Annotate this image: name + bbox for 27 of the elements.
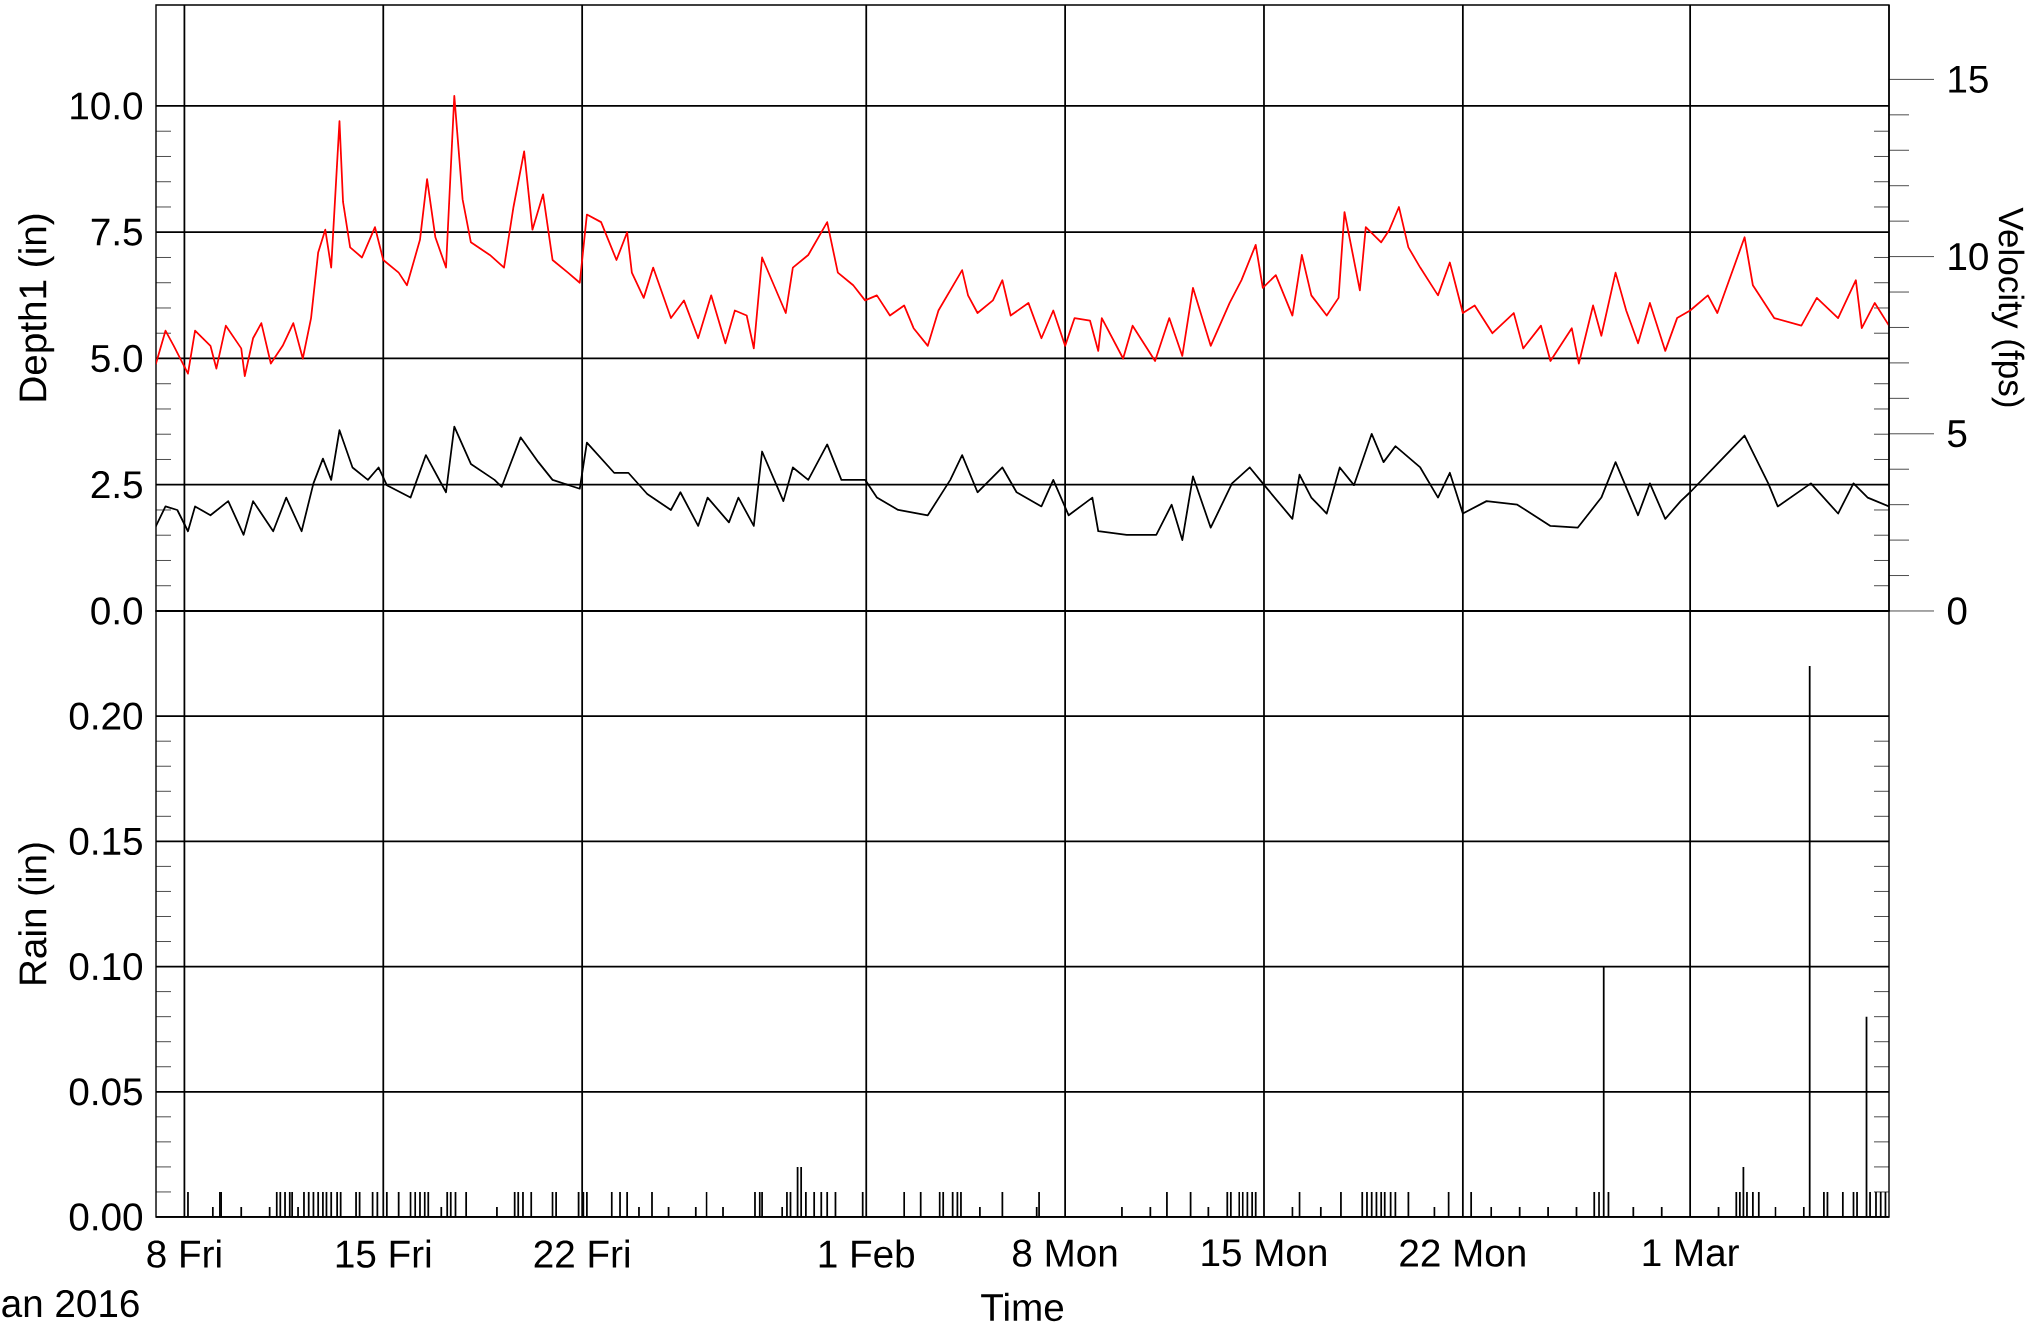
y2-tick-label: 15 — [1949, 65, 1988, 93]
y-tick-label: 2.5 — [91, 471, 142, 499]
y-tick-label: 0.15 — [69, 827, 142, 856]
y-tick-label: 0.0 — [91, 597, 143, 625]
x-tick-label: 15 Mon — [1202, 1239, 1326, 1267]
x-tick-label: 1 Feb — [819, 1239, 914, 1268]
y-tick-label: 5.0 — [91, 344, 143, 373]
x-tick-label: 8 Fri — [147, 1239, 221, 1268]
text: an 2016 — [2, 1289, 139, 1318]
x-tick-label: 22 Fri — [534, 1239, 629, 1268]
x-tick-label: 22 Mon — [1400, 1239, 1525, 1267]
x-axis-title: Time — [981, 1292, 1064, 1322]
y-tick-label: 0.00 — [69, 1203, 143, 1231]
x-tick-label: 1 Mar — [1643, 1239, 1739, 1267]
y2-tick-label: 0 — [1947, 597, 1967, 625]
y-axis-title: Rain (in) — [18, 843, 55, 984]
y2-tick-label: 10 — [1949, 242, 1988, 271]
y-tick-label: 10.0 — [71, 92, 143, 120]
y-axis-title: Depth1 (in) — [18, 214, 55, 401]
x-tick-label: 8 Mon — [1013, 1239, 1117, 1267]
x-tick-label: 15 Fri — [336, 1239, 431, 1268]
y2-tick-label: 5 — [1947, 420, 1967, 448]
y-tick-label: 0.05 — [69, 1078, 142, 1106]
y-tick-label: 0.10 — [69, 952, 143, 981]
y-tick-label: 0.20 — [69, 702, 143, 730]
y-tick-label: 7.5 — [91, 218, 142, 246]
y2-axis-title: Velocity (fps) — [1991, 207, 2025, 407]
